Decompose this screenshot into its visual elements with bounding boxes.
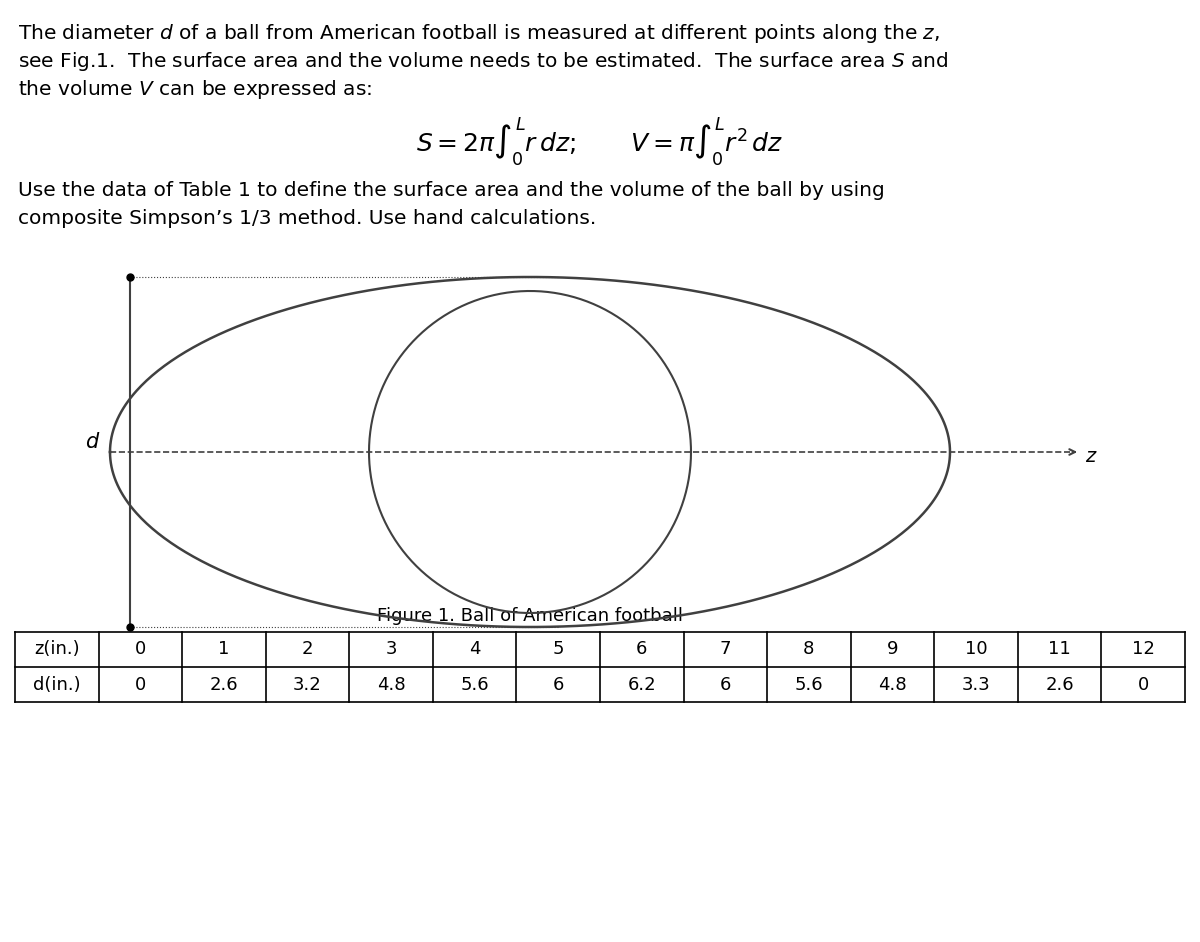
Text: 6: 6 bbox=[552, 675, 564, 693]
Text: 4.8: 4.8 bbox=[878, 675, 907, 693]
Text: 8: 8 bbox=[803, 641, 815, 658]
Text: 1: 1 bbox=[218, 641, 229, 658]
Text: The diameter $d$ of a ball from American football is measured at different point: The diameter $d$ of a ball from American… bbox=[18, 22, 940, 45]
Text: 11: 11 bbox=[1049, 641, 1072, 658]
Text: 3.2: 3.2 bbox=[293, 675, 322, 693]
Text: 9: 9 bbox=[887, 641, 899, 658]
Text: see Fig.1.  The surface area and the volume needs to be estimated.  The surface : see Fig.1. The surface area and the volu… bbox=[18, 50, 948, 73]
Text: 3.3: 3.3 bbox=[961, 675, 990, 693]
Text: 2.6: 2.6 bbox=[210, 675, 239, 693]
Text: 10: 10 bbox=[965, 641, 988, 658]
Text: 12: 12 bbox=[1132, 641, 1154, 658]
Text: Use the data of Table 1 to define the surface area and the volume of the ball by: Use the data of Table 1 to define the su… bbox=[18, 181, 884, 200]
Text: 2: 2 bbox=[301, 641, 313, 658]
Text: z(in.): z(in.) bbox=[34, 641, 79, 658]
Text: 5: 5 bbox=[552, 641, 564, 658]
Text: 6: 6 bbox=[720, 675, 731, 693]
Text: 6: 6 bbox=[636, 641, 648, 658]
Text: composite Simpson’s 1/3 method. Use hand calculations.: composite Simpson’s 1/3 method. Use hand… bbox=[18, 209, 596, 228]
Text: $S = 2\pi\int_0^L r\,dz;\quad\quad V = \pi\int_0^L r^2\,dz$: $S = 2\pi\int_0^L r\,dz;\quad\quad V = \… bbox=[416, 116, 784, 169]
Text: 4: 4 bbox=[469, 641, 480, 658]
Text: 7: 7 bbox=[720, 641, 731, 658]
Text: 0: 0 bbox=[134, 675, 146, 693]
Text: d(in.): d(in.) bbox=[32, 675, 80, 693]
Text: the volume $V$ can be expressed as:: the volume $V$ can be expressed as: bbox=[18, 78, 372, 101]
Text: 3: 3 bbox=[385, 641, 397, 658]
Text: 5.6: 5.6 bbox=[461, 675, 488, 693]
Text: 4.8: 4.8 bbox=[377, 675, 406, 693]
Text: 0: 0 bbox=[134, 641, 146, 658]
Text: $d$: $d$ bbox=[85, 432, 100, 452]
Text: 2.6: 2.6 bbox=[1045, 675, 1074, 693]
Text: 5.6: 5.6 bbox=[794, 675, 823, 693]
Text: Figure 1. Ball of American football: Figure 1. Ball of American football bbox=[377, 607, 683, 625]
Text: 6.2: 6.2 bbox=[628, 675, 656, 693]
Text: $z$: $z$ bbox=[1085, 447, 1098, 466]
Text: 0: 0 bbox=[1138, 675, 1148, 693]
